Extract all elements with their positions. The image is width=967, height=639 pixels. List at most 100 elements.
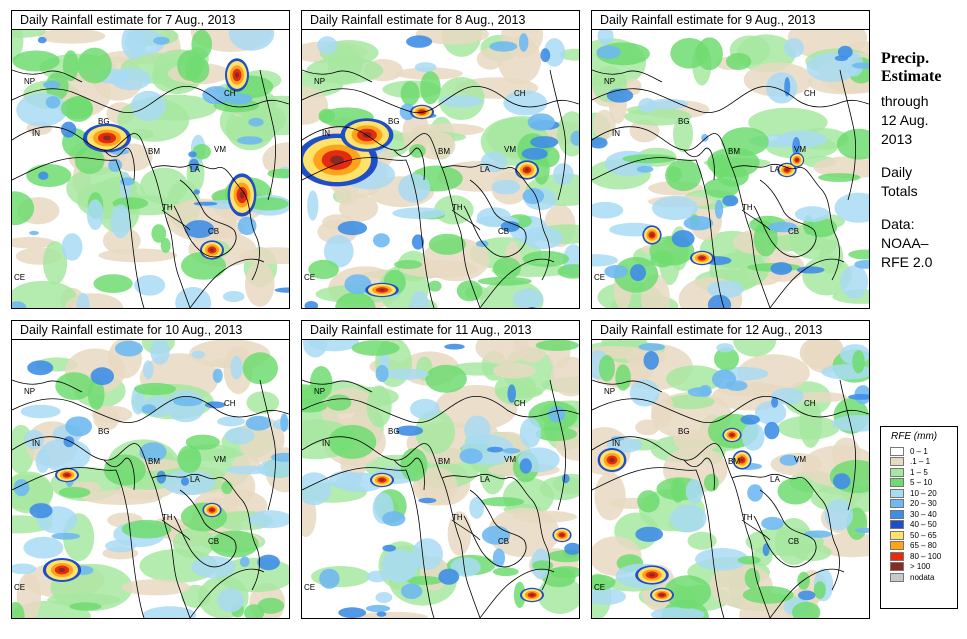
rain-area-moderate xyxy=(737,556,761,565)
country-label-ch: CH xyxy=(224,399,236,408)
country-border xyxy=(12,396,289,424)
rain-area-moderate xyxy=(69,602,102,611)
rain-area-heavy xyxy=(237,216,257,236)
rain-area-moderate xyxy=(592,588,627,605)
rain-area-light xyxy=(12,30,24,60)
rain-area-moderate xyxy=(400,448,428,482)
rain-area-heavy xyxy=(604,265,628,279)
map-panel-aug-11: Daily Rainfall estimate for 11 Aug., 201… xyxy=(301,320,580,619)
rain-area-heavy xyxy=(848,394,869,400)
rain-area-heavy xyxy=(701,134,709,142)
rain-area-moderate xyxy=(491,179,521,195)
rain-area-moderate xyxy=(794,206,830,222)
rain-area-heavy xyxy=(714,199,724,219)
rain-area-moderate xyxy=(477,276,532,286)
rain-area-heavy xyxy=(65,416,92,437)
rain-area-moderate xyxy=(512,288,544,308)
country-label-ce: CE xyxy=(304,583,315,592)
legend-label: .1 – 1 xyxy=(910,457,931,467)
rain-area-moderate xyxy=(784,38,804,58)
rain-area-heavy xyxy=(592,137,608,149)
rain-cell-intense xyxy=(649,573,655,577)
country-border xyxy=(451,519,481,541)
sidebar-source-line1: Data: xyxy=(881,216,915,232)
rain-area-heavy xyxy=(418,497,437,504)
rain-area-moderate xyxy=(217,416,245,427)
rain-area-heavy xyxy=(395,425,424,436)
legend-label: 1 – 5 xyxy=(910,467,928,477)
rain-area-heavy xyxy=(319,568,340,589)
rain-area-moderate xyxy=(244,604,265,618)
rain-area-light xyxy=(38,30,106,44)
country-label-la: LA xyxy=(190,475,200,484)
rain-area-heavy xyxy=(770,262,793,275)
rain-area-moderate xyxy=(744,567,760,589)
rain-area-heavy xyxy=(761,516,784,530)
rain-area-moderate xyxy=(77,47,112,84)
rain-area-moderate xyxy=(400,81,420,106)
rain-area-heavy xyxy=(444,343,465,350)
country-border xyxy=(12,69,83,83)
rain-cell-intense xyxy=(210,248,214,252)
panel-title: Daily Rainfall estimate for 12 Aug., 201… xyxy=(591,320,870,340)
rain-area-moderate xyxy=(670,477,686,503)
rain-area-heavy xyxy=(248,117,264,127)
map-svg: NP CH IN BG BM VM LA TH CB CE xyxy=(592,30,869,308)
country-label-th: TH xyxy=(742,203,753,212)
rain-area-moderate xyxy=(650,250,675,268)
country-label-ch: CH xyxy=(224,89,236,98)
rain-area-light xyxy=(487,507,560,558)
legend-swatch xyxy=(890,530,904,540)
country-border xyxy=(12,86,289,114)
country-border xyxy=(441,473,550,591)
legend-swatch xyxy=(890,551,904,561)
country-label-bm: BM xyxy=(148,147,160,156)
country-border xyxy=(173,489,237,568)
rain-area-moderate xyxy=(382,368,429,380)
rain-cell-intense xyxy=(379,288,385,292)
rain-area-heavy xyxy=(257,554,280,571)
country-border xyxy=(683,457,715,491)
country-label-th: TH xyxy=(452,513,463,522)
rain-area-moderate xyxy=(177,445,202,474)
country-label-la: LA xyxy=(480,475,490,484)
rain-area-moderate xyxy=(637,490,660,513)
rain-area-moderate xyxy=(247,510,289,529)
rain-area-moderate xyxy=(533,154,550,185)
rain-area-moderate xyxy=(308,259,339,280)
rain-cell-intense xyxy=(525,168,529,172)
rain-area-light xyxy=(366,385,392,428)
rain-area-moderate xyxy=(667,166,682,183)
legend-swatch xyxy=(890,499,904,509)
rain-area-light xyxy=(43,241,68,285)
country-border xyxy=(302,379,373,393)
country-label-vm: VM xyxy=(504,145,516,154)
rain-area-moderate xyxy=(669,504,707,533)
rain-area-moderate xyxy=(307,190,319,221)
map-panel-aug-8: Daily Rainfall estimate for 8 Aug., 2013… xyxy=(301,10,580,309)
rain-area-light xyxy=(220,468,256,506)
rain-area-light xyxy=(624,107,692,126)
rain-area-moderate xyxy=(535,340,579,351)
panel-title: Daily Rainfall estimate for 7 Aug., 2013 xyxy=(11,10,290,30)
country-border xyxy=(741,209,771,231)
rain-area-light xyxy=(673,115,693,153)
legend-swatch xyxy=(890,467,904,477)
country-border xyxy=(302,467,435,618)
rain-area-moderate xyxy=(717,165,749,187)
rain-area-heavy xyxy=(181,477,189,486)
legend-item: > 100 xyxy=(890,562,957,573)
country-border xyxy=(479,568,555,618)
rain-area-moderate xyxy=(535,426,578,442)
legend-item: 50 – 65 xyxy=(890,530,957,541)
country-border xyxy=(161,519,191,541)
rain-area-heavy xyxy=(762,543,770,557)
rain-area-heavy xyxy=(51,532,81,540)
rain-area-moderate xyxy=(836,128,869,160)
rain-area-heavy xyxy=(803,530,832,538)
rain-area-heavy xyxy=(570,130,579,146)
rain-area-heavy xyxy=(630,264,646,282)
rain-area-moderate xyxy=(615,364,631,391)
legend-label: 40 – 50 xyxy=(910,520,937,530)
sidebar-totals-line1: Daily xyxy=(881,164,913,180)
